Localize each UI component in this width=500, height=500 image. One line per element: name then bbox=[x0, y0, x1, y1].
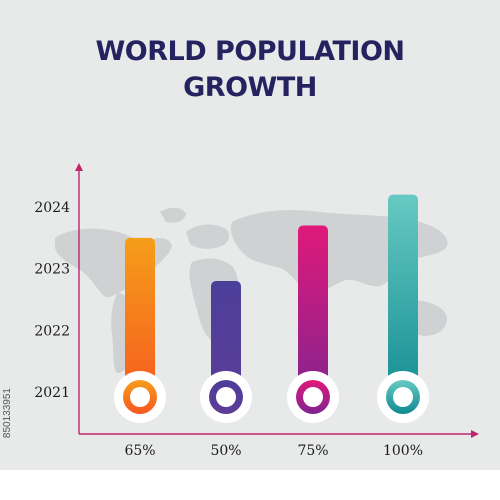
x-tick-label: 100% bbox=[383, 443, 423, 459]
stock-watermark-strip bbox=[0, 470, 500, 500]
x-tick-label: 65% bbox=[124, 443, 155, 459]
y-tick-label: 2023 bbox=[34, 262, 70, 278]
y-tick-label: 2022 bbox=[34, 323, 70, 339]
y-tick-label: 2024 bbox=[34, 200, 70, 216]
bar-base-dot bbox=[393, 387, 413, 407]
chart-title-line-1: WORLD POPULATION bbox=[95, 36, 405, 67]
stock-id-text: 850133951 bbox=[2, 388, 13, 439]
chart-title-line-2: GROWTH bbox=[183, 72, 317, 103]
bar-base-dot bbox=[130, 387, 150, 407]
bar-3 bbox=[298, 225, 328, 412]
y-tick-label: 2021 bbox=[34, 385, 70, 401]
chart-title: WORLD POPULATION GROWTH bbox=[0, 34, 500, 106]
bar-1 bbox=[125, 237, 155, 412]
bar-base-dot bbox=[303, 387, 323, 407]
bar-base-dot bbox=[216, 387, 236, 407]
x-axis-arrow bbox=[471, 430, 479, 438]
x-tick-label: 75% bbox=[297, 443, 328, 459]
bar-4 bbox=[388, 194, 418, 412]
y-axis-arrow bbox=[75, 163, 83, 171]
x-tick-label: 50% bbox=[210, 443, 241, 459]
